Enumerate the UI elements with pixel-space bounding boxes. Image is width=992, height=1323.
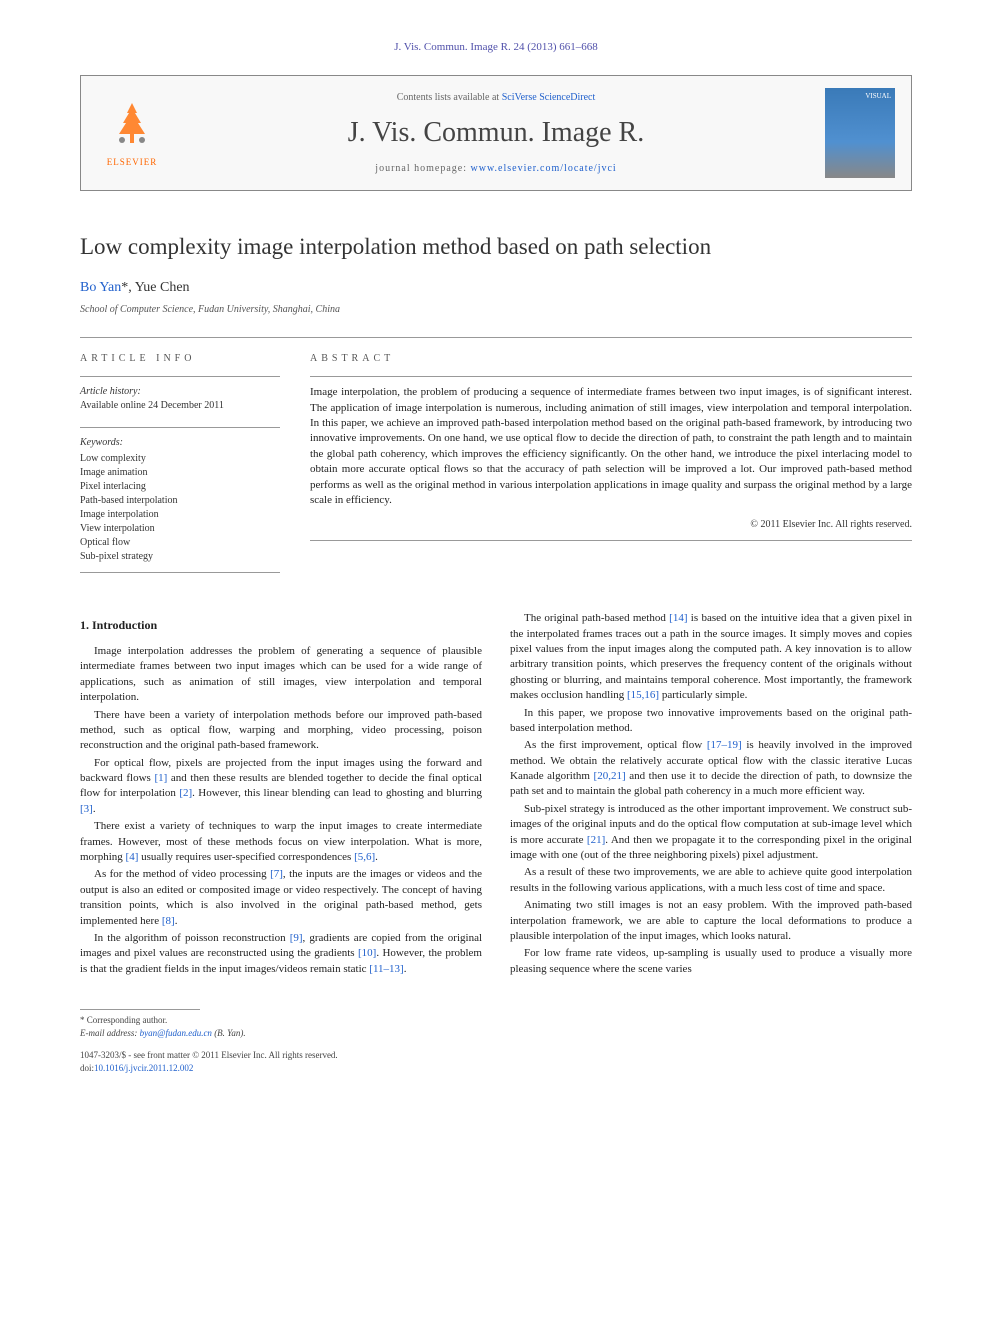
- abstract-column: ABSTRACT Image interpolation, the proble…: [310, 352, 912, 581]
- keyword-item: Sub-pixel strategy: [80, 550, 280, 564]
- author-2: , Yue Chen: [128, 280, 189, 295]
- body-paragraph: Sub-pixel strategy is introduced as the …: [510, 802, 912, 864]
- body-paragraph: As a result of these two improvements, w…: [510, 865, 912, 896]
- keyword-item: Low complexity: [80, 452, 280, 466]
- keyword-item: View interpolation: [80, 522, 280, 536]
- page-footer: * Corresponding author. E-mail address: …: [80, 1009, 912, 1074]
- keyword-item: Pixel interlacing: [80, 480, 280, 494]
- sciencedirect-link[interactable]: SciVerse ScienceDirect: [502, 92, 596, 103]
- journal-header: ELSEVIER Contents lists available at Sci…: [80, 75, 912, 191]
- footer-left: * Corresponding author. E-mail address: …: [80, 1009, 479, 1074]
- body-paragraph: For low frame rate videos, up-sampling i…: [510, 946, 912, 977]
- header-center: Contents lists available at SciVerse Sci…: [167, 91, 825, 176]
- affiliation: School of Computer Science, Fudan Univer…: [80, 303, 912, 317]
- abstract-copyright: © 2011 Elsevier Inc. All rights reserved…: [310, 518, 912, 532]
- article-title: Low complexity image interpolation metho…: [80, 231, 912, 263]
- divider: [80, 337, 912, 338]
- history-label: Article history:: [80, 385, 280, 399]
- journal-reference: J. Vis. Commun. Image R. 24 (2013) 661–6…: [80, 40, 912, 55]
- body-paragraph: As the first improvement, optical flow […: [510, 738, 912, 800]
- contents-prefix: Contents lists available at: [397, 92, 502, 103]
- info-abstract-row: ARTICLE INFO Article history: Available …: [80, 352, 912, 581]
- body-paragraph: Image interpolation addresses the proble…: [80, 644, 482, 706]
- cover-label: VISUAL: [829, 92, 891, 102]
- keyword-item: Optical flow: [80, 536, 280, 550]
- contents-line: Contents lists available at SciVerse Sci…: [167, 91, 825, 105]
- body-paragraph: For optical flow, pixels are projected f…: [80, 756, 482, 818]
- article-info-column: ARTICLE INFO Article history: Available …: [80, 352, 280, 581]
- body-paragraph: In this paper, we propose two innovative…: [510, 706, 912, 737]
- keywords-label: Keywords:: [80, 436, 280, 450]
- elsevier-logo[interactable]: ELSEVIER: [97, 98, 167, 169]
- email-line: E-mail address: byan@fudan.edu.cn (B. Ya…: [80, 1027, 479, 1040]
- issn-line: 1047-3203/$ - see front matter © 2011 El…: [80, 1049, 479, 1062]
- abstract-heading: ABSTRACT: [310, 352, 912, 366]
- elsevier-label: ELSEVIER: [97, 156, 167, 169]
- homepage-link[interactable]: www.elsevier.com/locate/jvci: [471, 163, 617, 174]
- body-text-columns: 1. Introduction Image interpolation addr…: [80, 611, 912, 979]
- corresponding-author-note: * Corresponding author.: [80, 1014, 479, 1027]
- elsevier-tree-icon: [107, 98, 157, 148]
- footnote-divider: [80, 1009, 200, 1010]
- keyword-item: Image animation: [80, 466, 280, 480]
- keyword-item: Image interpolation: [80, 508, 280, 522]
- email-suffix: (B. Yan).: [214, 1028, 245, 1038]
- author-1[interactable]: Bo Yan: [80, 280, 121, 295]
- doi-link[interactable]: 10.1016/j.jvcir.2011.12.002: [94, 1063, 193, 1073]
- section-heading-intro: 1. Introduction: [80, 617, 482, 634]
- body-paragraph: Animating two still images is not an eas…: [510, 898, 912, 944]
- homepage-line: journal homepage: www.elsevier.com/locat…: [167, 162, 825, 176]
- abstract-text: Image interpolation, the problem of prod…: [310, 385, 912, 508]
- doi-label: doi:: [80, 1063, 94, 1073]
- email-label: E-mail address:: [80, 1028, 137, 1038]
- authors-line: Bo Yan*, Yue Chen: [80, 278, 912, 298]
- body-paragraph: In the algorithm of poisson reconstructi…: [80, 931, 482, 977]
- body-paragraph: There have been a variety of interpolati…: [80, 708, 482, 754]
- homepage-prefix: journal homepage:: [375, 163, 470, 174]
- keyword-item: Path-based interpolation: [80, 494, 280, 508]
- journal-cover-thumbnail[interactable]: VISUAL: [825, 88, 895, 178]
- history-text: Available online 24 December 2011: [80, 399, 280, 413]
- body-paragraph: The original path-based method [14] is b…: [510, 611, 912, 703]
- journal-title: J. Vis. Commun. Image R.: [167, 113, 825, 152]
- email-link[interactable]: byan@fudan.edu.cn: [140, 1028, 212, 1038]
- body-paragraph: As for the method of video processing [7…: [80, 867, 482, 929]
- body-paragraph: There exist a variety of techniques to w…: [80, 819, 482, 865]
- article-info-heading: ARTICLE INFO: [80, 352, 280, 366]
- doi-line: doi:10.1016/j.jvcir.2011.12.002: [80, 1062, 479, 1075]
